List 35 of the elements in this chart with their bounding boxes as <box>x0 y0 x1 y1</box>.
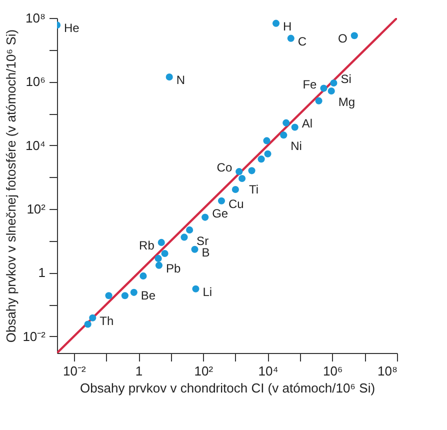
annotation: Ti <box>249 182 259 196</box>
annotation: Li <box>202 284 212 299</box>
x-tick-label: 10⁴ <box>258 364 278 378</box>
annotation: Th <box>100 314 114 328</box>
annotation: Ni <box>290 139 302 154</box>
annotation: He <box>64 21 80 36</box>
annotation: B <box>202 245 210 260</box>
annotation: Be <box>140 288 156 302</box>
annotation: N <box>176 73 186 88</box>
y-tick-label: 10⁴ <box>25 138 46 153</box>
annotation: Fe <box>302 77 318 92</box>
x-tick-label: 10⁻² <box>62 364 86 378</box>
y-tick-label: 10² <box>26 202 46 217</box>
y-tick-label: 1 <box>38 265 46 280</box>
y-axis-title: Obsahy prvkov v slnečnej fotosfére (v atómoch/10⁶ Si) <box>4 29 19 343</box>
annotation: O <box>338 32 348 46</box>
annotation: Rb <box>139 238 155 252</box>
annotation: Si <box>340 72 352 86</box>
annotation: Ge <box>212 206 228 220</box>
annotation: Sr <box>196 234 209 248</box>
annotation: Cu <box>228 196 244 211</box>
x-tick-label: 10² <box>194 364 214 378</box>
annotation: Co <box>216 160 232 175</box>
x-tick-label: 10⁶ <box>322 364 343 378</box>
y-tick-label: 10⁶ <box>26 74 46 90</box>
annotation: C <box>298 34 307 48</box>
y-tick-label: 10⁻² <box>22 328 46 344</box>
x-tick-label: 10⁸ <box>378 364 398 378</box>
y-tick-label: 10⁸ <box>26 10 46 26</box>
annotation: H <box>283 19 292 34</box>
annotation: Al <box>302 116 313 130</box>
annotation: Pb <box>166 261 181 276</box>
annotation: Mg <box>338 94 356 109</box>
x-axis-title: Obsahy prvkov v chondritoch CI (v atómoch/10⁶ Si) <box>80 380 376 396</box>
x-tick-label: 1 <box>135 364 143 378</box>
